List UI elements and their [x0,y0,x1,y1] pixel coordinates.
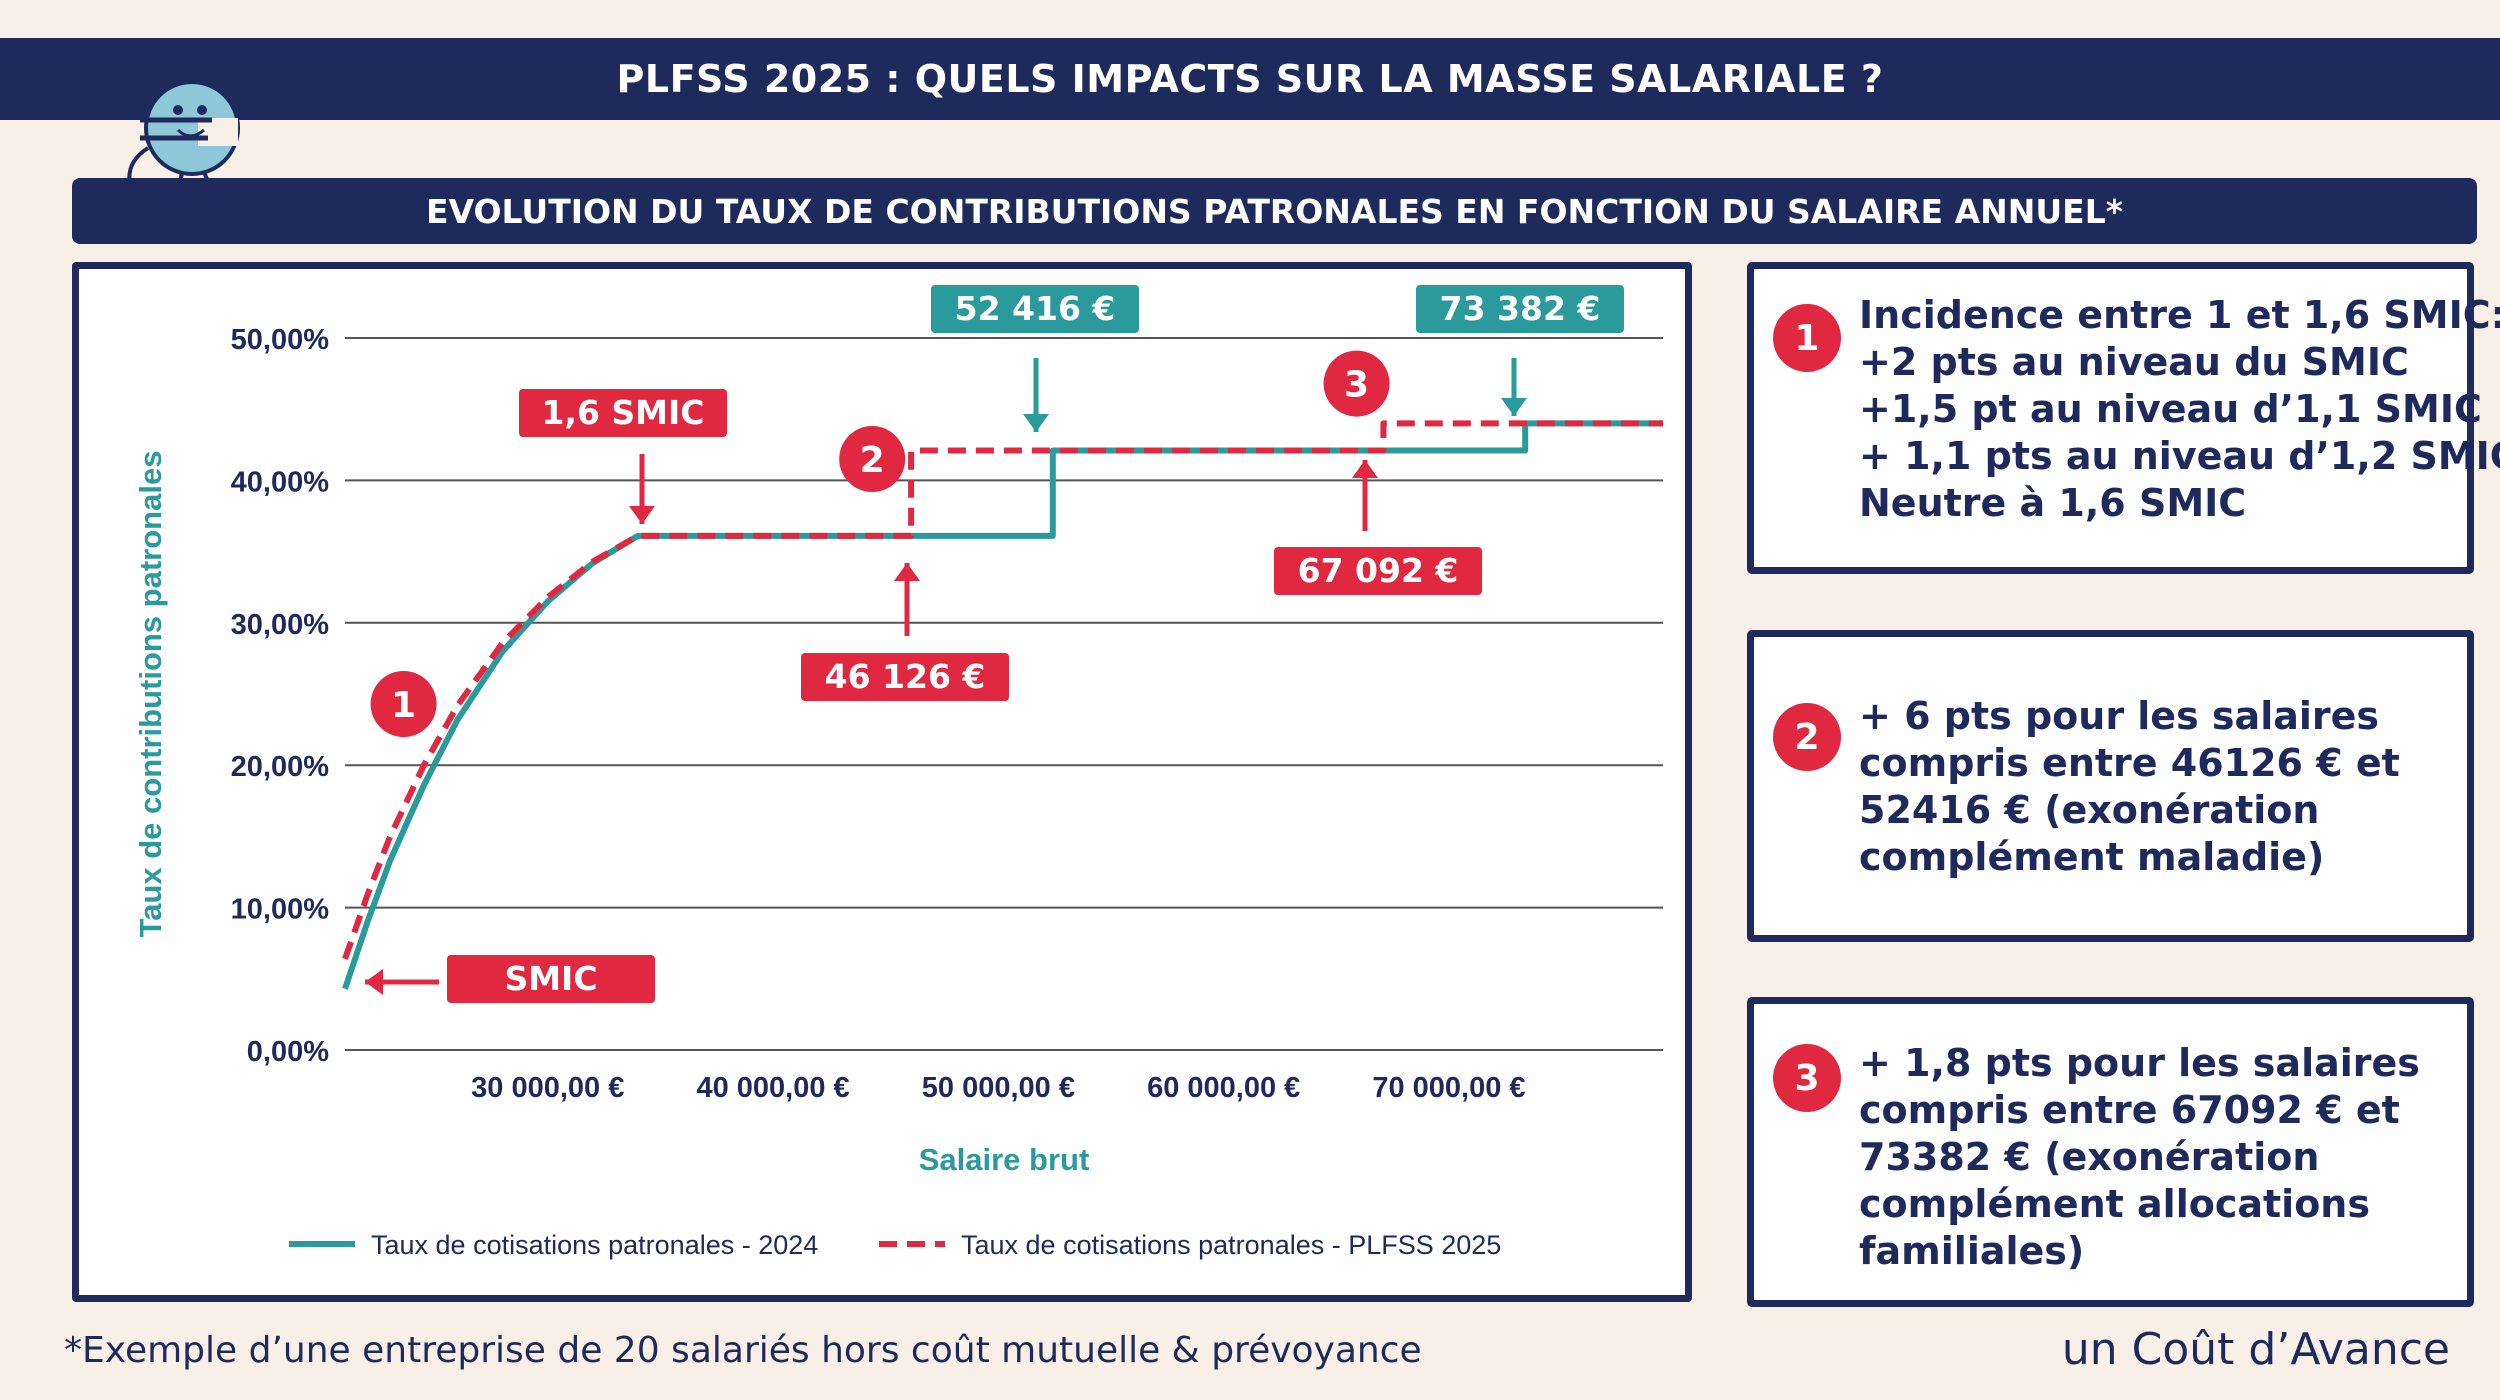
step-marker-label: 3 [1344,365,1369,406]
info-box-line: complément maladie) [1859,835,2325,879]
info-box-line: familiales) [1859,1229,2085,1273]
step-marker-label: 2 [860,440,885,481]
legend-item: Taux de cotisations patronales - 2024 [371,1230,818,1260]
arrow-head-icon [365,969,383,995]
step-marker [1323,350,1390,417]
x-tick-label: 30 000,00 € [471,1072,624,1104]
callout-box [519,389,727,437]
chart-panel: 0,00% 10,00% 20,00% 30,00% 40,00% 50,00% 30 00… [72,262,1692,1302]
info-box-line: +2 pts au niveau du SMIC [1859,340,2409,384]
line-chart: 0,00% 10,00% 20,00% 30,00% 40,00% 50,00% 30 00… [133,285,1663,1260]
series-line-1 [342,420,1663,990]
info-box-line: + 1,8 pts pour les salaires [1859,1041,2420,1085]
info-box-line: + 6 pts pour les salaires [1859,694,2380,738]
callout-box [801,653,1009,701]
info-box-3: 3 + 1,8 pts pour les salaires compris en… [1747,997,2474,1307]
callout-label: SMIC [504,959,597,998]
step-marker-label: 1 [391,685,416,726]
y-tick-label: 20,00% [231,751,330,783]
arrow-head-icon [629,506,655,524]
series-line-2 [342,420,1663,960]
arrow-head-icon [894,563,920,581]
y-tick-label: 40,00% [231,466,330,498]
legend-item: Taux de cotisations patronales - PLFSS 2… [961,1230,1501,1260]
info-box-line: +1,5 pt au niveau d’1,1 SMIC [1859,387,2482,431]
x-tick-label: 70 000,00 € [1372,1072,1525,1104]
y-tick-label: 50,00% [231,324,330,356]
x-tick-label: 40 000,00 € [696,1072,849,1104]
brand-logo: un Coût d’Avance [2061,1324,2450,1375]
callout-box [1416,285,1624,333]
y-tick-label: 10,00% [231,894,330,926]
info-box-line: 73382 € (exonération [1859,1135,2320,1179]
arrow-head-icon [1023,414,1049,432]
footnote: *Exemple d’une entreprise de 20 salariés… [64,1330,1422,1371]
info-box-line: + 1,1 pts au niveau d’1,2 SMIC [1859,434,2500,478]
euro-character-icon [127,67,254,221]
y-axis-label: Taux de contributions patronales [133,451,168,938]
step-marker [839,426,906,493]
info-box-line: compris entre 67092 € et [1859,1088,2400,1132]
page-title: PLFSS 2025 : QUELS IMPACTS SUR LA MASSE … [0,38,2500,120]
info-box-line: Incidence entre 1 et 1,6 SMIC: [1859,293,2500,337]
info-box-line: compris entre 46126 € et [1859,741,2400,785]
arrow-head-icon [1501,398,1527,416]
chart-title-banner: EVOLUTION DU TAUX DE CONTRIBUTIONS PATRO… [72,178,2477,244]
info-box-2: 2 + 6 pts pour les salaires compris entr… [1747,630,2474,942]
callout-label: 52 416 € [955,289,1116,328]
callout-label: 1,6 SMIC [541,393,704,432]
callout-box [931,285,1139,333]
callout-box [1274,547,1482,595]
info-box-number: 2 [1773,703,1841,771]
info-box-line: Neutre à 1,6 SMIC [1859,481,2247,525]
y-tick-label: 30,00% [231,609,330,641]
step-marker [370,670,437,737]
arrow-head-icon [1352,460,1378,478]
x-tick-label: 50 000,00 € [922,1072,1075,1104]
info-box-number: 3 [1773,1044,1841,1112]
callout-label: 73 382 € [1440,289,1601,328]
info-box-1: 1 Incidence entre 1 et 1,6 SMIC: +2 pts … [1747,262,2500,574]
callout-label: 46 126 € [825,657,986,696]
x-axis-label: Salaire brut [919,1142,1090,1177]
y-tick-label: 0,00% [247,1036,329,1068]
callout-box [447,955,655,1003]
callout-label: 67 092 € [1298,551,1459,590]
x-tick-label: 60 000,00 € [1147,1072,1300,1104]
info-box-line: 52416 € (exonération [1859,788,2320,832]
info-box-number: 1 [1773,304,1841,372]
info-box-line: complément allocations [1859,1182,2370,1226]
